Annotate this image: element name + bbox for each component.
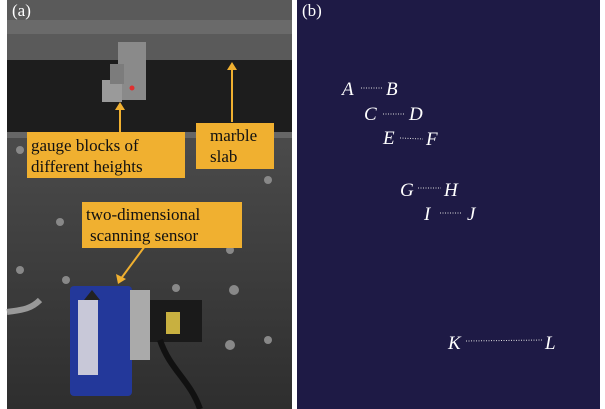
point-label: D xyxy=(408,104,423,125)
point-label: F xyxy=(425,129,438,150)
point-label: K xyxy=(447,333,462,354)
point-label: B xyxy=(386,79,398,100)
annotation-line: different heights xyxy=(31,157,143,176)
figure: (a) gauge blocks of different heights ma… xyxy=(0,0,605,409)
point-label: A xyxy=(340,79,354,100)
point-label: L xyxy=(544,333,556,354)
panel-label: (b) xyxy=(302,1,322,20)
annotation-line: two-dimensional xyxy=(86,205,201,224)
point-label: H xyxy=(443,180,459,201)
annotation-line: gauge blocks of xyxy=(31,136,139,155)
point-label: C xyxy=(364,104,377,125)
annotation-line: scanning sensor xyxy=(90,226,198,245)
photo-panel: (a) gauge blocks of different heights ma… xyxy=(7,0,292,409)
annotation-line: marble xyxy=(210,126,257,145)
point-label: E xyxy=(382,128,395,149)
annotation-line: slab xyxy=(210,147,237,166)
panel-label: (a) xyxy=(12,1,31,20)
point-label: G xyxy=(400,180,414,201)
